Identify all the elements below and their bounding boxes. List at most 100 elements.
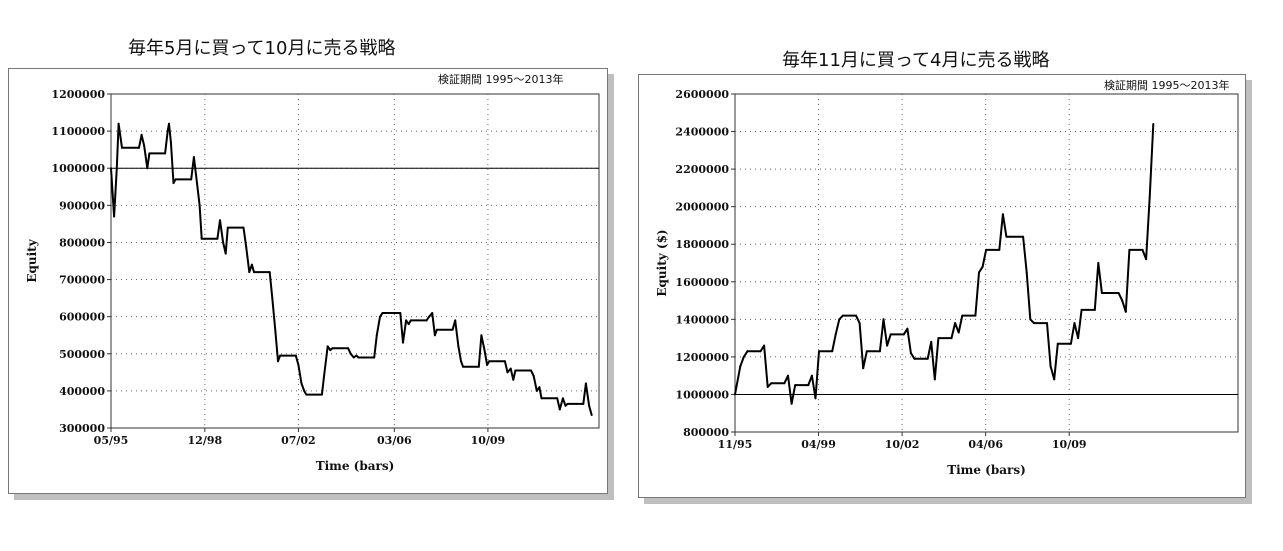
data-point: [981, 265, 984, 268]
data-point: [538, 386, 541, 389]
data-point: [926, 357, 929, 360]
data-point: [590, 414, 593, 416]
data-point: [435, 328, 438, 331]
data-point: [200, 237, 203, 240]
data-point: [1022, 235, 1025, 238]
data-point: [906, 327, 909, 330]
y-tick-label: 1000000: [675, 388, 729, 401]
y-tick-label: 1000000: [51, 162, 105, 175]
chart-1-period: 検証期間 1995～2013年: [438, 73, 564, 86]
data-point: [454, 319, 457, 322]
data-point: [352, 356, 355, 359]
chart-2-frame: [638, 74, 1246, 498]
data-point: [242, 226, 245, 229]
data-point: [1128, 248, 1131, 251]
x-tick-label: 07/02: [281, 434, 316, 447]
x-axis-label: Time (bars): [316, 459, 395, 473]
x-tick-label: 04/99: [801, 438, 836, 451]
data-point: [909, 352, 912, 355]
data-point: [274, 330, 277, 333]
data-point: [190, 178, 193, 181]
data-point: [226, 226, 229, 229]
x-tick-label: 05/95: [94, 434, 129, 447]
data-point: [169, 141, 172, 144]
data-point: [486, 363, 489, 366]
data-point: [882, 318, 885, 321]
data-point: [303, 389, 306, 392]
data-point: [349, 352, 352, 355]
y-tick-label: 500000: [59, 348, 105, 361]
data-point: [323, 371, 326, 374]
data-point: [535, 389, 538, 392]
y-tick-label: 700000: [59, 274, 105, 287]
data-point: [1029, 318, 1032, 321]
y-tick-label: 2200000: [675, 163, 729, 176]
data-point: [462, 365, 465, 368]
data-point: [556, 397, 559, 400]
data-point: [794, 384, 797, 387]
data-point: [329, 349, 332, 352]
data-point: [271, 297, 274, 300]
data-point: [1097, 262, 1100, 264]
y-tick-label: 900000: [59, 199, 105, 212]
x-tick-label: 10/09: [1052, 438, 1087, 451]
data-point: [1121, 299, 1124, 302]
data-point: [1073, 322, 1076, 325]
data-point: [250, 263, 253, 266]
data-point: [512, 378, 515, 381]
data-point: [503, 360, 506, 363]
chart-1-frame: [8, 68, 608, 494]
y-axis-label: Equity: [25, 238, 39, 282]
plot-area-0: [110, 93, 600, 429]
data-point: [294, 354, 297, 357]
data-point: [858, 322, 861, 325]
data-point: [1032, 322, 1035, 325]
data-point: [514, 369, 517, 372]
data-point: [742, 355, 745, 358]
data-point: [1080, 308, 1083, 311]
data-point: [1141, 248, 1144, 251]
data-point: [814, 397, 817, 400]
data-point: [168, 122, 170, 125]
data-point: [582, 402, 585, 405]
data-point: [878, 350, 881, 353]
data-point: [1104, 292, 1107, 294]
data-point: [1100, 292, 1103, 294]
x-axis-label: Time (bars): [947, 463, 1026, 477]
data-point: [375, 334, 378, 337]
data-point: [807, 384, 810, 387]
data-point: [954, 322, 957, 325]
y-tick-label: 1600000: [675, 276, 729, 289]
data-point: [488, 360, 491, 363]
data-point: [192, 156, 195, 159]
data-point: [121, 146, 123, 149]
data-point: [405, 319, 408, 322]
data-point: [320, 393, 323, 396]
data-point: [383, 312, 386, 314]
data-point: [902, 333, 905, 336]
data-point: [425, 319, 428, 322]
data-point: [428, 315, 431, 318]
data-point: [300, 382, 303, 385]
data-point: [734, 393, 736, 396]
data-point: [222, 241, 225, 244]
data-point: [172, 182, 175, 185]
x-tick-label: 10/02: [885, 438, 920, 451]
x-tick-label: 04/06: [968, 438, 1003, 451]
y-tick-label: 2400000: [675, 126, 729, 139]
data-point: [483, 349, 486, 352]
data-point: [974, 314, 977, 317]
data-point: [357, 356, 360, 359]
y-tick-label: 1200000: [51, 88, 105, 101]
data-point: [766, 385, 769, 388]
data-point: [245, 245, 248, 248]
data-point: [584, 382, 587, 385]
data-point: [166, 130, 169, 133]
y-tick-label: 2600000: [675, 88, 729, 101]
data-point: [355, 354, 358, 357]
data-point: [297, 363, 300, 366]
x-tick-label: 12/98: [188, 434, 223, 447]
data-point: [530, 369, 532, 372]
data-point: [1093, 308, 1096, 311]
data-point: [224, 252, 227, 255]
